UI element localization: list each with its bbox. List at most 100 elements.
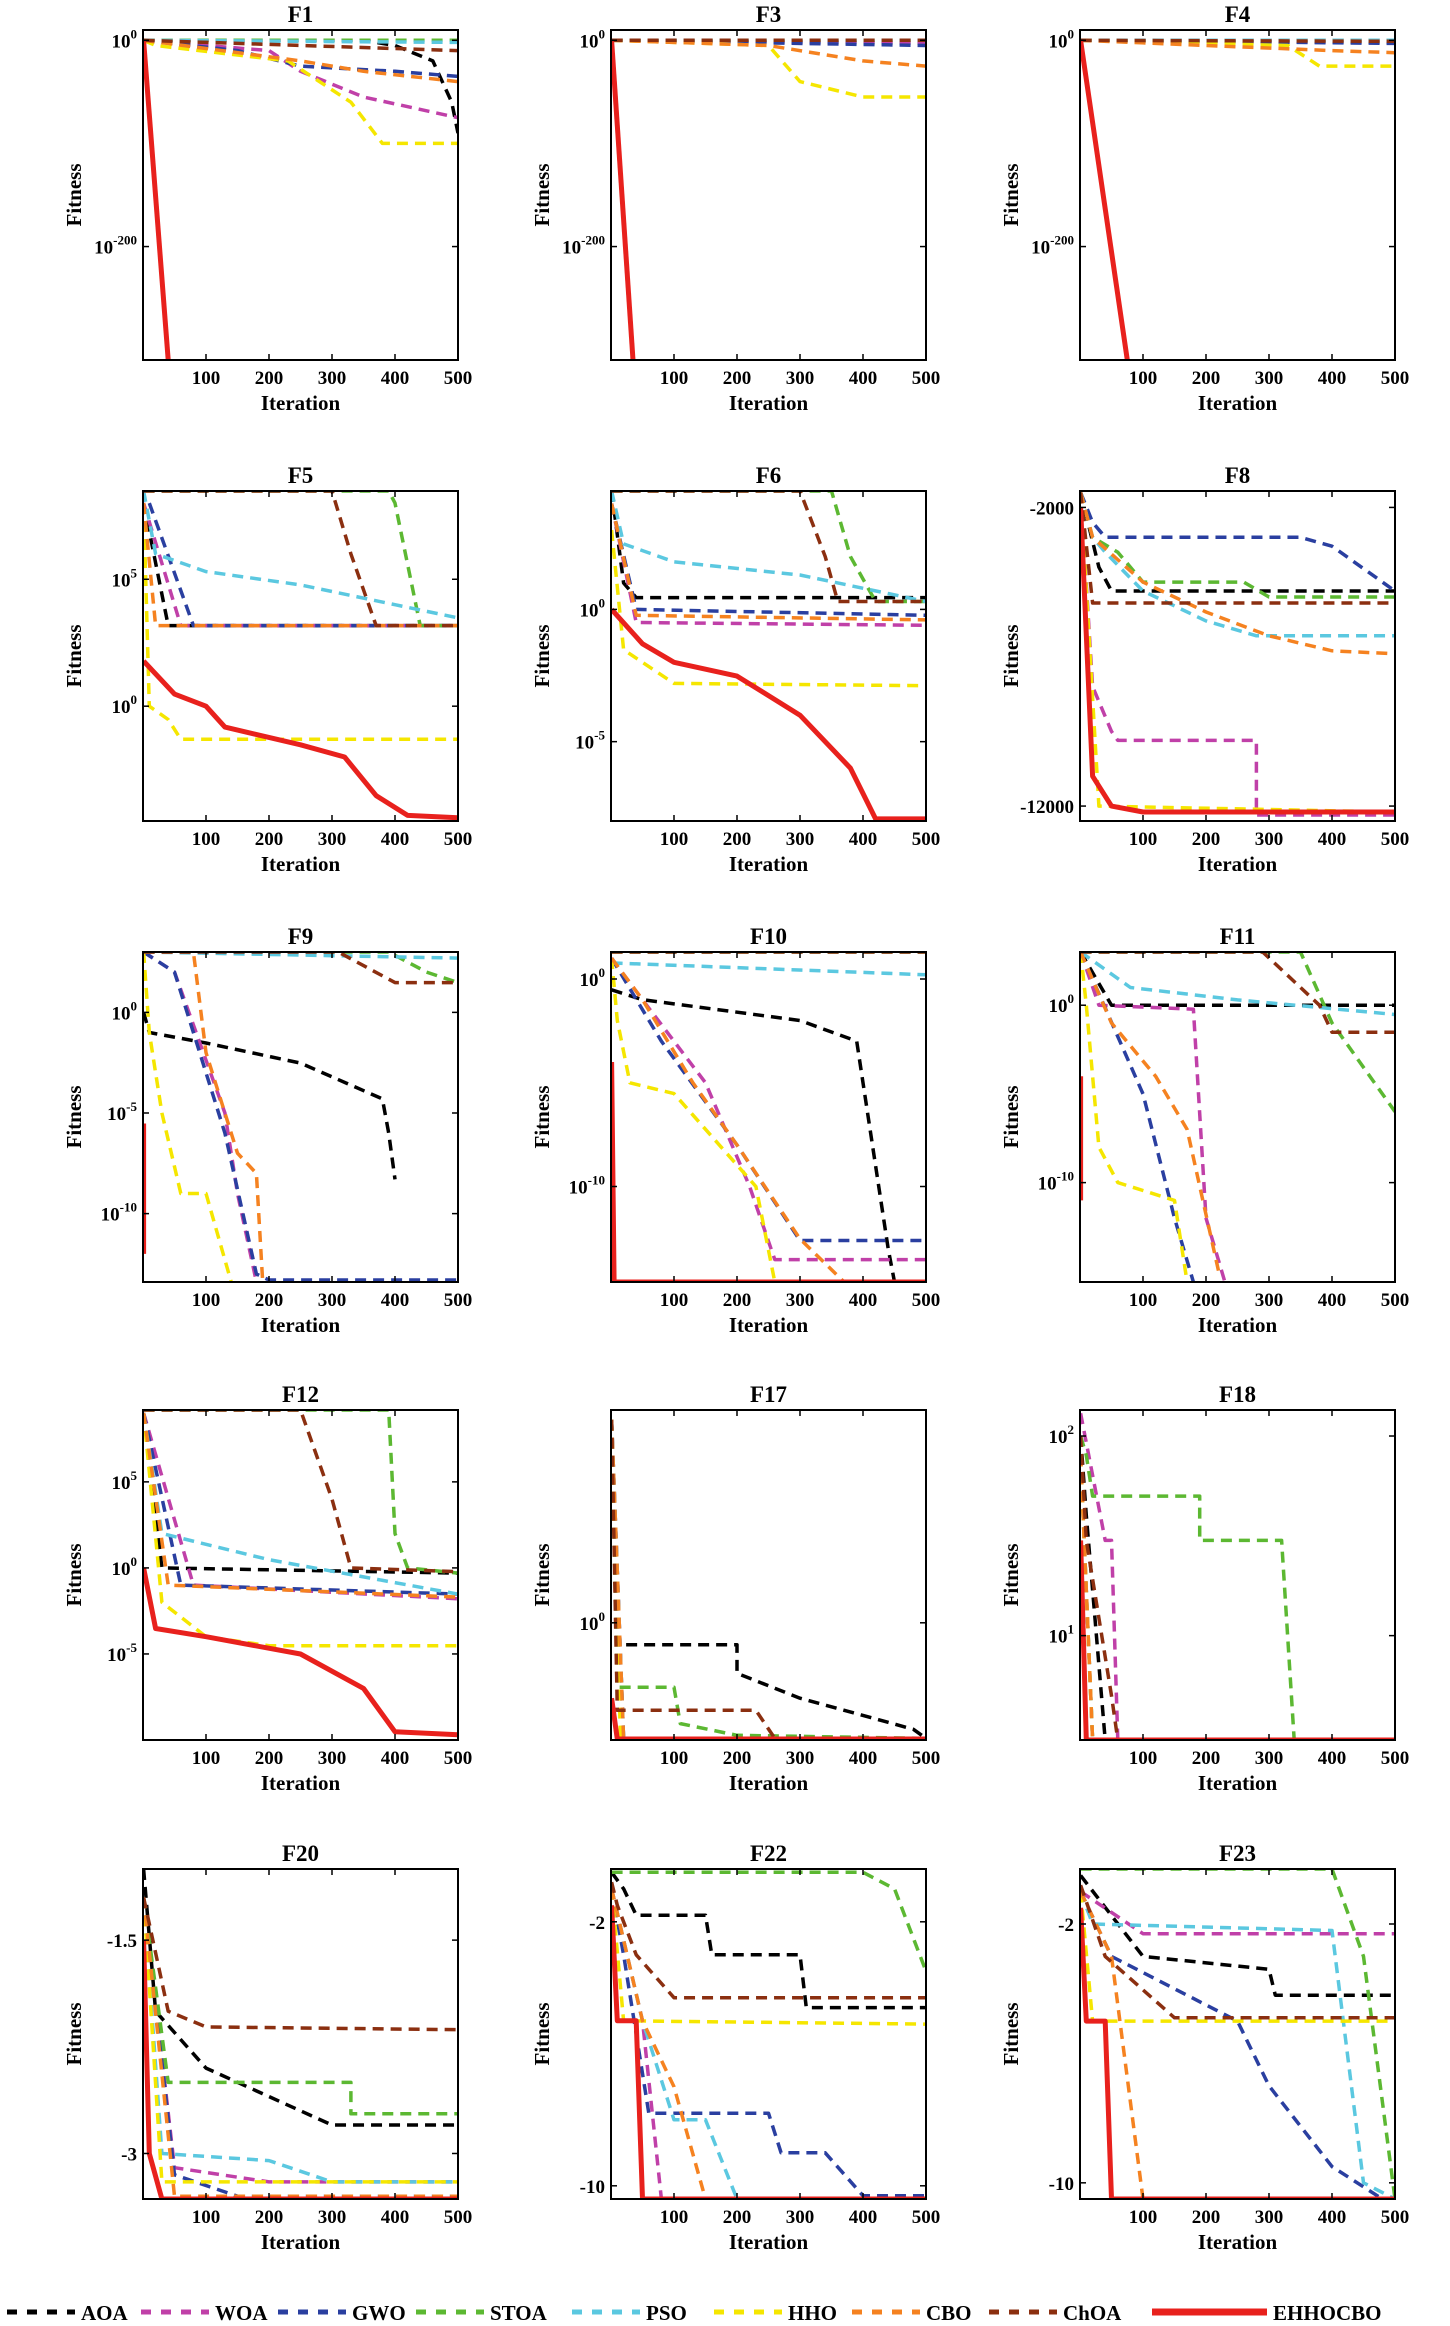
chart-title: F20 <box>282 1841 319 1866</box>
series-line-choa <box>611 1419 926 1740</box>
y-axis-label: Fitness <box>62 1086 86 1149</box>
series-group <box>611 491 926 821</box>
y-axis-label: Fitness <box>530 2003 554 2066</box>
legend-item-cbo: CBO <box>852 2301 972 2325</box>
series-line-stoa <box>143 491 458 628</box>
y-tick-label: -3 <box>121 2144 137 2165</box>
x-tick-label: 100 <box>192 2207 221 2228</box>
plot-frame <box>610 490 927 822</box>
plot-frame <box>1079 951 1396 1283</box>
x-tick-label: 100 <box>1129 1290 1158 1311</box>
x-tick-label: 500 <box>912 829 941 850</box>
series-line-woa <box>611 1419 926 1740</box>
series-line-woa <box>1080 952 1227 1282</box>
series-line-aoa <box>611 38 926 46</box>
y-tick-label: 100 <box>1049 991 1075 1017</box>
series-line-stoa <box>1080 492 1395 599</box>
y-tick-label: -10 <box>1049 2174 1074 2195</box>
plot-frame <box>1079 1409 1396 1741</box>
series-line-aoa <box>1080 952 1395 1007</box>
x-tick-label: 400 <box>1318 829 1347 850</box>
series-line-cbo <box>143 1897 458 2198</box>
x-tick-label: 500 <box>444 1748 473 1769</box>
series-line-aoa <box>611 491 926 600</box>
series-line-cbo <box>1080 1455 1395 1740</box>
plot-frame <box>142 490 459 822</box>
series-line-choa <box>143 1410 458 1574</box>
series-group <box>611 1870 926 2199</box>
series-line-stoa <box>611 1419 926 1740</box>
plot-frame <box>1079 29 1396 361</box>
plot-frame <box>142 1409 459 1741</box>
series-line-cbo <box>143 952 265 1282</box>
series-line-choa <box>1080 1884 1395 2020</box>
panel-f22: F22 100 200 300 400 500 Iteration -2 -10 Fitness <box>530 1841 940 2254</box>
series-line-choa <box>1080 1435 1395 1740</box>
x-tick-label: 500 <box>1381 1748 1410 1769</box>
x-tick-label: 200 <box>723 1290 752 1311</box>
x-tick-label: 400 <box>381 2207 410 2228</box>
panel-f8: F8 100 200 300 400 500 Iteration -2000 -12000 Fit… <box>999 463 1409 876</box>
y-axis-label: Fitness <box>530 1544 554 1607</box>
series-line-woa <box>1080 492 1395 817</box>
x-axis-label: Iteration <box>261 1313 341 1337</box>
series-line-aoa <box>611 1871 926 2010</box>
y-axis-label: Fitness <box>62 164 86 227</box>
x-axis-label: Iteration <box>1198 1771 1278 1795</box>
series-line-aoa <box>611 988 897 1282</box>
y-axis-label: Fitness <box>62 1544 86 1607</box>
series-line-ehhocbo <box>611 40 636 360</box>
x-tick-label: 300 <box>786 1290 815 1311</box>
legend-label: WOA <box>215 2301 268 2325</box>
y-tick-label: 10-200 <box>94 233 137 259</box>
y-tick-label: 100 <box>580 26 606 52</box>
series-line-aoa <box>1080 38 1395 45</box>
series-line-hho <box>611 1419 926 1740</box>
series-line-pso <box>1080 1890 1395 2199</box>
series-line-pso <box>143 1897 458 2184</box>
x-tick-label: 300 <box>1255 1748 1284 1769</box>
series-line-hho <box>143 1897 458 2184</box>
series-line-stoa <box>1080 952 1395 1113</box>
x-tick-label: 400 <box>1318 368 1347 389</box>
legend-label: AOA <box>81 2301 129 2325</box>
series-group <box>143 38 458 360</box>
x-tick-label: 200 <box>1192 368 1221 389</box>
x-axis-label: Iteration <box>1198 852 1278 876</box>
x-axis-label: Iteration <box>729 391 809 415</box>
y-tick-label: 10-200 <box>1031 233 1074 259</box>
series-line-ehhocbo <box>1080 39 1130 360</box>
chart-title: F1 <box>288 2 314 27</box>
x-tick-label: 100 <box>192 1748 221 1769</box>
y-tick-label: -2 <box>589 1913 605 1934</box>
x-tick-label: 300 <box>786 1748 815 1769</box>
series-line-ehhocbo <box>1080 1540 1395 1740</box>
y-tick-label: 100 <box>580 1609 606 1635</box>
series-line-gwo <box>611 38 926 48</box>
series-line-aoa <box>1080 1874 1395 1997</box>
y-tick-label: -2 <box>1058 1915 1074 1936</box>
x-tick-label: 400 <box>1318 1290 1347 1311</box>
plot-frame <box>142 951 459 1283</box>
series-line-pso <box>143 38 458 45</box>
series-line-cbo <box>1080 952 1221 1272</box>
x-tick-label: 500 <box>444 368 473 389</box>
panel-f12: F12 100 200 300 400 500 Iteration 105 100 10-5 Fit… <box>62 1382 472 1795</box>
series-line-gwo <box>611 1888 926 2198</box>
series-line-cbo <box>611 957 846 1282</box>
x-tick-label: 200 <box>723 2207 752 2228</box>
legend-label: ChOA <box>1063 2301 1122 2325</box>
series-line-gwo <box>1080 38 1395 46</box>
panel-f1: F1 100 200 300 400 500 Iteration 100 10-200 Fitne… <box>62 2 472 415</box>
x-tick-label: 100 <box>192 368 221 389</box>
y-tick-label: 102 <box>1049 1422 1075 1448</box>
series-line-woa <box>611 1888 926 2199</box>
series-line-stoa <box>1080 1435 1395 1740</box>
series-line-choa <box>1080 952 1395 1034</box>
x-tick-label: 100 <box>660 368 689 389</box>
x-tick-label: 500 <box>1381 368 1410 389</box>
y-axis-label: Fitness <box>530 625 554 688</box>
series-line-cbo <box>611 503 926 622</box>
x-tick-label: 300 <box>1255 2207 1284 2228</box>
series-line-pso <box>1080 952 1395 1017</box>
